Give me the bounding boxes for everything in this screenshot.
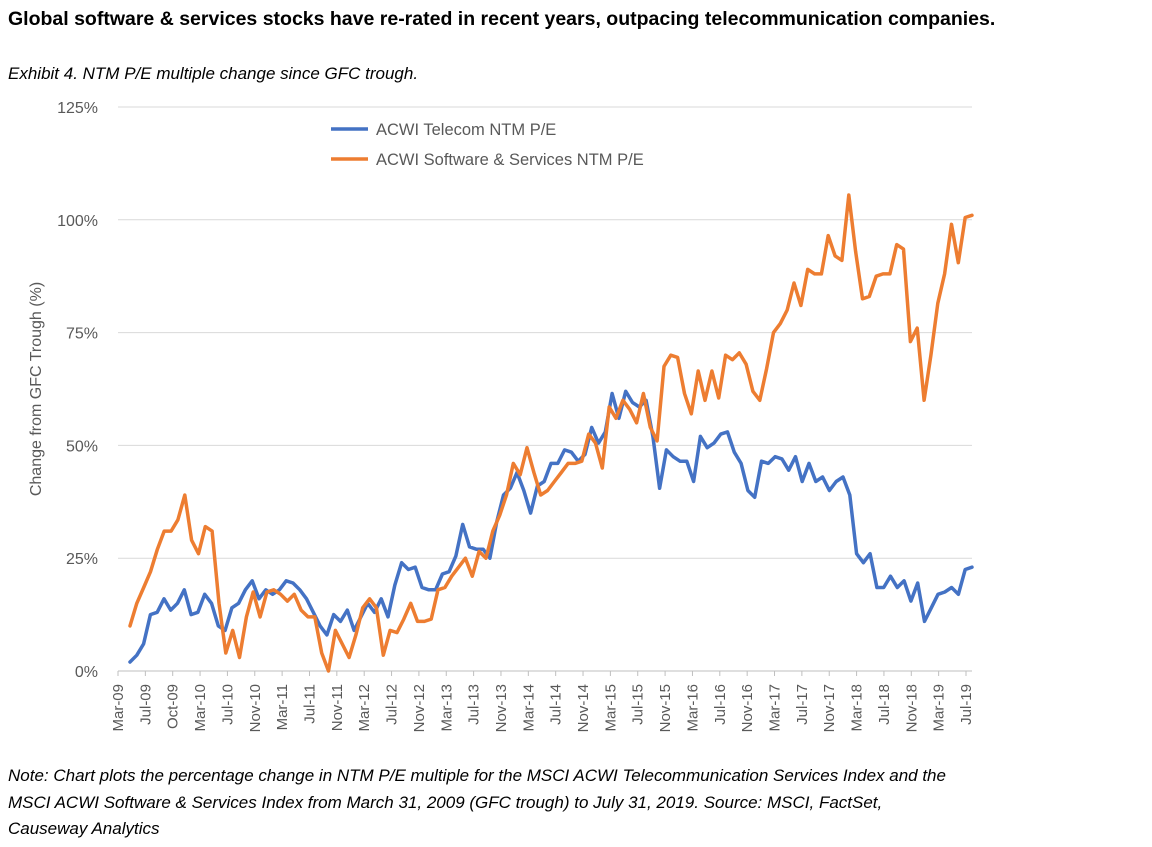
x-tick-label: Mar-15 <box>602 684 619 732</box>
y-axis-ticks: 0% 25% 50% 75% 100% 125% <box>57 100 98 681</box>
x-tick-label: Jul-15 <box>630 684 647 725</box>
x-tick-label: Jul-18 <box>876 684 893 725</box>
legend-label: ACWI Telecom NTM P/E <box>376 121 556 139</box>
x-tick-label: Jul-14 <box>548 684 565 725</box>
x-tick-label: Nov-16 <box>739 684 756 732</box>
x-tick-label: Nov-12 <box>411 684 428 732</box>
x-tick-label: Mar-14 <box>520 684 537 732</box>
x-tick-label: Nov-11 <box>329 684 346 731</box>
series-lines <box>128 193 974 673</box>
x-tick-label: Jul-10 <box>219 684 236 725</box>
x-tick-label: Mar-11 <box>274 684 291 730</box>
x-tick-label: Jul-09 <box>137 684 154 725</box>
x-tick-label: Oct-09 <box>165 684 182 729</box>
y-tick-label: 50% <box>66 438 98 455</box>
x-tick-label: Mar-10 <box>192 684 209 732</box>
legend: ACWI Telecom NTM P/E ACWI Software & Serv… <box>331 121 644 169</box>
x-tick-label: Nov-13 <box>493 684 510 732</box>
x-tick-label: Mar-09 <box>110 684 127 732</box>
y-tick-label: 75% <box>66 326 98 343</box>
gridlines <box>118 106 972 559</box>
x-tick-label: Nov-18 <box>903 684 920 732</box>
x-tick-label: Mar-13 <box>438 684 455 732</box>
legend-label: ACWI Software & Services NTM P/E <box>376 151 644 169</box>
x-tick-label: Jul-11 <box>301 684 318 724</box>
x-tick-label: Nov-15 <box>657 684 674 732</box>
x-tick-label: Jul-16 <box>712 684 729 725</box>
x-axis-ticks: Mar-09 Jul-09 Oct-09 Mar-10 Jul-10 Nov-10 Mar-… <box>110 671 975 732</box>
y-tick-label: 125% <box>57 100 98 117</box>
y-tick-label: 25% <box>66 551 98 568</box>
series-line-telecom <box>128 389 974 664</box>
x-tick-label: Nov-10 <box>247 684 264 732</box>
x-tick-label: Jul-17 <box>794 684 811 725</box>
footnote: Note: Chart plots the percentage change … <box>8 766 946 838</box>
x-tick-label: Jul-12 <box>384 684 401 725</box>
y-tick-label: 0% <box>75 664 98 681</box>
x-tick-label: Mar-17 <box>767 684 784 732</box>
x-tick-label: Jul-19 <box>958 684 975 725</box>
chart-subtitle: Exhibit 4. NTM P/E multiple change since… <box>8 64 419 83</box>
y-axis-label: Change from GFC Trough (%) <box>28 282 45 496</box>
x-tick-label: Nov-17 <box>821 684 838 732</box>
x-tick-label: Mar-19 <box>931 684 948 732</box>
x-tick-label: Mar-18 <box>849 684 866 732</box>
x-tick-label: Mar-12 <box>356 684 373 732</box>
chart-title: Global software & services stocks have r… <box>8 8 996 30</box>
series-line-software <box>128 193 974 673</box>
x-tick-label: Nov-14 <box>575 684 592 732</box>
y-tick-label: 100% <box>57 213 98 230</box>
x-tick-label: Jul-13 <box>466 684 483 725</box>
x-tick-label: Mar-16 <box>684 684 701 732</box>
